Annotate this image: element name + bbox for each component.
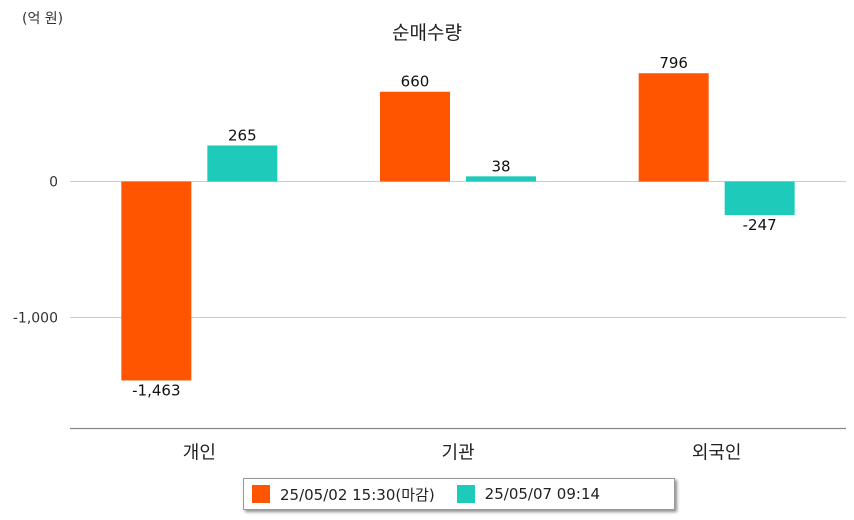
bar-0-0: [121, 181, 192, 381]
bar-0-1: [207, 145, 278, 182]
y-tick-label: 0: [49, 175, 58, 191]
y-tick-label: -1,000: [13, 311, 58, 327]
legend-item-series-1[interactable]: 25/05/07 09:14: [456, 485, 601, 503]
bar-1-0: [380, 91, 450, 182]
data-label: 796: [659, 54, 688, 72]
legend-label-series-1: 25/05/07 09:14: [484, 485, 601, 503]
x-tick-label: 기관: [441, 443, 474, 464]
chart-title: 순매수량: [392, 22, 462, 44]
bar-1-1: [466, 176, 536, 182]
data-label: -1,463: [132, 381, 180, 399]
bar-2-0: [638, 73, 709, 182]
legend: 25/05/02 15:30(마감) 25/05/07 09:14: [243, 478, 675, 510]
data-label: 265: [228, 126, 257, 144]
x-tick-label: 개인: [183, 443, 216, 464]
legend-swatch-series-1: [456, 485, 475, 503]
data-label: -247: [743, 216, 777, 234]
legend-label-series-0: 25/05/02 15:30(마감): [280, 485, 435, 504]
data-label: 660: [401, 73, 430, 91]
bar-2-1: [724, 181, 795, 216]
x-tick-label: 외국인: [692, 443, 742, 464]
legend-item-series-0[interactable]: 25/05/02 15:30(마감): [252, 484, 435, 505]
legend-swatch-series-0: [252, 485, 270, 503]
data-label: 38: [491, 157, 510, 175]
unit-label: (억 원): [22, 11, 64, 27]
